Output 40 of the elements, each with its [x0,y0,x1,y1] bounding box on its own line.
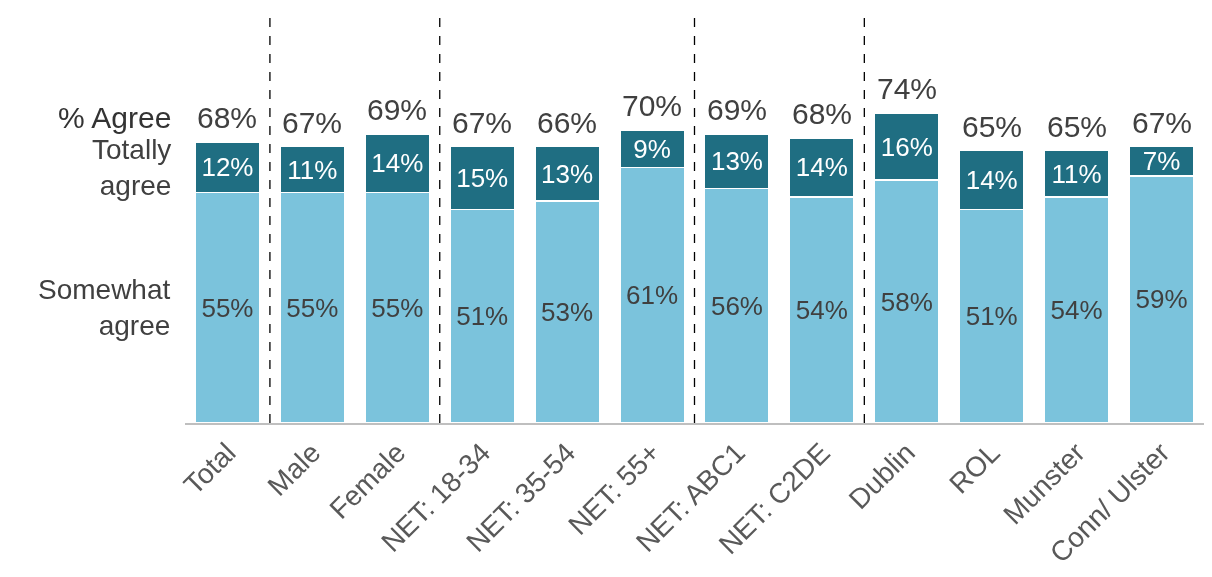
data-label: 56% [710,290,763,321]
data-label: 51% [456,301,509,332]
data-label: 14% [795,152,848,183]
total-label: 69% [707,93,768,126]
total-label: 68% [197,101,258,134]
data-label: 55% [286,292,339,323]
total-label: 67% [282,106,343,139]
data-label: 54% [1050,294,1103,325]
total-label: 74% [877,72,938,105]
data-label: 55% [371,292,424,323]
data-label: 11% [1051,158,1102,189]
data-label: 58% [880,286,933,317]
total-label: 67% [1132,106,1193,139]
data-label: 15% [456,162,509,193]
total-label: 65% [962,110,1023,143]
total-label: 68% [792,97,853,130]
series-label: Totally agree [92,134,172,202]
data-label: 59% [1135,284,1188,315]
data-label: 14% [371,148,424,179]
data-label: 13% [541,158,594,189]
data-label: 54% [795,294,848,325]
text: % Agree [58,101,172,134]
data-label: 16% [880,131,933,162]
data-label: 53% [541,296,594,327]
x-tick-label: ROL [943,436,1006,500]
data-label: 12% [201,152,254,183]
total-label: 65% [1047,110,1108,143]
total-label: 70% [622,89,683,122]
data-label: 13% [710,146,763,177]
data-label: 51% [965,301,1018,332]
data-label: 7% [1142,146,1181,177]
data-label: 9% [633,133,671,164]
total-label: 67% [452,106,513,139]
data-label: 11% [287,154,338,185]
data-label: 55% [201,292,254,323]
total-label: 66% [537,106,598,139]
data-label: 61% [626,280,679,311]
data-label: 14% [965,165,1018,196]
series-label: Somewhat agree [38,274,171,342]
total-label: 69% [367,93,428,126]
